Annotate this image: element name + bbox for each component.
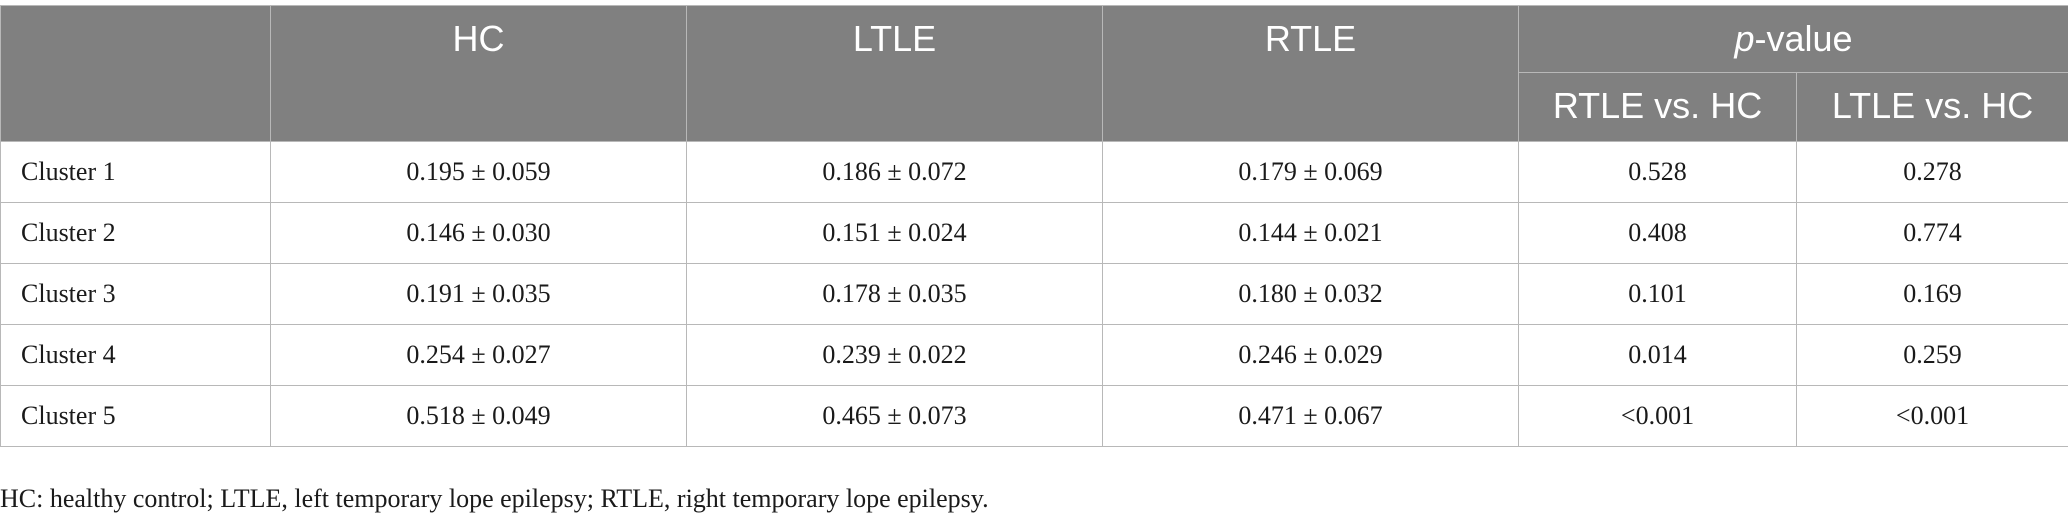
table-row: Cluster 2 0.146 ± 0.030 0.151 ± 0.024 0.… (0, 202, 2068, 264)
cell-p-rtle-hc: 0.101 (1518, 263, 1797, 325)
table-header: HC LTLE RTLE p-value RTLE vs. HC LTLE vs… (0, 5, 2068, 142)
cell-rtle: 0.179 ± 0.069 (1102, 141, 1519, 203)
header-ltle-vs-hc: LTLE vs. HC (1796, 72, 2068, 142)
table-row: Cluster 5 0.518 ± 0.049 0.465 ± 0.073 0.… (0, 385, 2068, 447)
cell-p-ltle-hc: <0.001 (1796, 385, 2068, 447)
cell-rtle: 0.246 ± 0.029 (1102, 324, 1519, 386)
table-footnote: HC: healthy control; LTLE, left temporar… (0, 484, 989, 513)
cell-ltle: 0.151 ± 0.024 (686, 202, 1103, 264)
cell-ltle: 0.239 ± 0.022 (686, 324, 1103, 386)
cell-ltle: 0.186 ± 0.072 (686, 141, 1103, 203)
cell-p-rtle-hc: 0.408 (1518, 202, 1797, 264)
cell-hc: 0.518 ± 0.049 (270, 385, 687, 447)
cell-rtle: 0.471 ± 0.067 (1102, 385, 1519, 447)
header-row-label (0, 5, 271, 142)
table-row: Cluster 1 0.195 ± 0.059 0.186 ± 0.072 0.… (0, 141, 2068, 203)
cell-p-ltle-hc: 0.774 (1796, 202, 2068, 264)
cell-p-rtle-hc: <0.001 (1518, 385, 1797, 447)
cell-ltle: 0.178 ± 0.035 (686, 263, 1103, 325)
results-table: HC LTLE RTLE p-value RTLE vs. HC LTLE vs… (0, 5, 2068, 447)
cell-hc: 0.254 ± 0.027 (270, 324, 687, 386)
row-label: Cluster 2 (0, 202, 271, 264)
row-label: Cluster 1 (0, 141, 271, 203)
header-pvalue: p-value (1518, 5, 2068, 73)
header-pvalue-italic: p (1734, 18, 1755, 59)
cell-p-rtle-hc: 0.528 (1518, 141, 1797, 203)
header-hc: HC (270, 5, 687, 142)
cell-rtle: 0.180 ± 0.032 (1102, 263, 1519, 325)
row-label: Cluster 3 (0, 263, 271, 325)
header-ltle: LTLE (686, 5, 1103, 142)
table-row: Cluster 4 0.254 ± 0.027 0.239 ± 0.022 0.… (0, 324, 2068, 386)
cell-p-rtle-hc: 0.014 (1518, 324, 1797, 386)
table-body: Cluster 1 0.195 ± 0.059 0.186 ± 0.072 0.… (0, 141, 2068, 447)
cell-p-ltle-hc: 0.278 (1796, 141, 2068, 203)
cell-hc: 0.191 ± 0.035 (270, 263, 687, 325)
header-pvalue-rest: -value (1754, 18, 1853, 59)
cell-rtle: 0.144 ± 0.021 (1102, 202, 1519, 264)
header-rtle-vs-hc: RTLE vs. HC (1518, 72, 1797, 142)
table-row: Cluster 3 0.191 ± 0.035 0.178 ± 0.035 0.… (0, 263, 2068, 325)
cell-p-ltle-hc: 0.259 (1796, 324, 2068, 386)
row-label: Cluster 5 (0, 385, 271, 447)
data-table-container: HC LTLE RTLE p-value RTLE vs. HC LTLE vs… (0, 5, 2068, 447)
cell-hc: 0.146 ± 0.030 (270, 202, 687, 264)
row-label: Cluster 4 (0, 324, 271, 386)
cell-hc: 0.195 ± 0.059 (270, 141, 687, 203)
header-rtle: RTLE (1102, 5, 1519, 142)
cell-p-ltle-hc: 0.169 (1796, 263, 2068, 325)
cell-ltle: 0.465 ± 0.073 (686, 385, 1103, 447)
